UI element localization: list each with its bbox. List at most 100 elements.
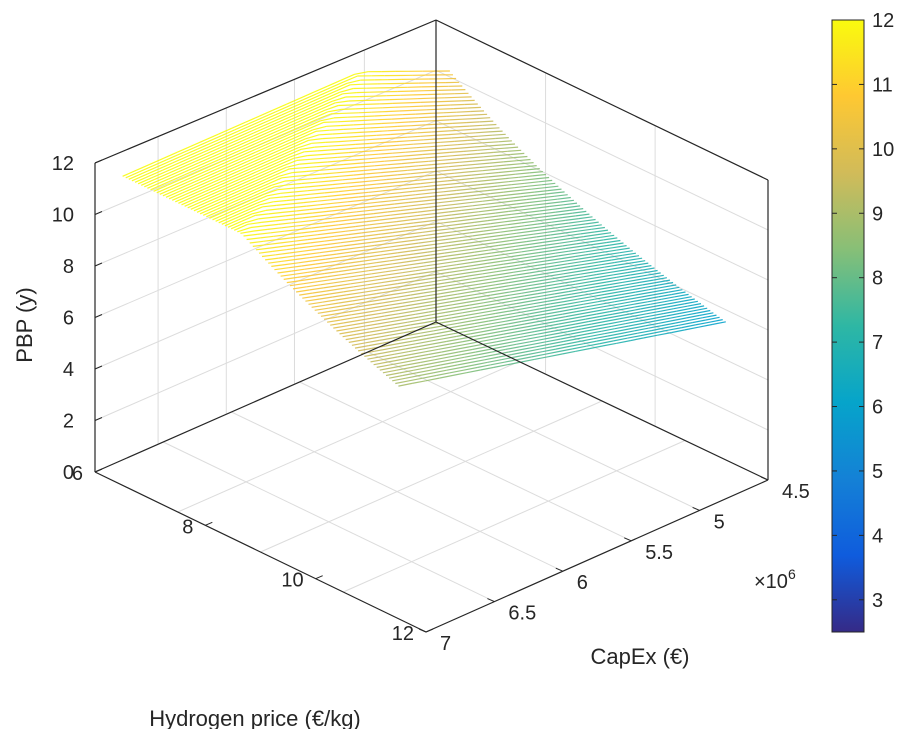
surface-line (246, 166, 261, 174)
surface-line (311, 225, 326, 229)
surface-line (526, 197, 541, 201)
surface-line (423, 332, 438, 337)
surface-line (545, 214, 560, 218)
surface-line (379, 337, 393, 341)
surface-line (634, 327, 649, 332)
surface-line (629, 310, 644, 315)
surface-line (578, 216, 593, 220)
surface-line (419, 149, 434, 152)
surface-line (386, 255, 401, 259)
surface-line (444, 96, 459, 99)
surface-line (296, 289, 310, 293)
surface-line (469, 302, 484, 306)
surface-line (212, 213, 227, 221)
surface-line (397, 205, 412, 208)
surface-line (510, 195, 524, 199)
surface-line (627, 269, 641, 274)
surface-line (291, 220, 306, 224)
surface-line (322, 90, 337, 98)
axes-edge (425, 479, 769, 633)
surface-line (488, 130, 503, 133)
surface-line (579, 243, 594, 248)
z-tick-mark (94, 159, 103, 164)
surface-line (361, 276, 375, 280)
surface-line (263, 162, 278, 170)
surface-line (381, 280, 395, 284)
surface-line (576, 241, 591, 245)
surface-line (583, 234, 598, 238)
surface-line (659, 281, 674, 286)
surface-line (575, 213, 590, 217)
surface-line (345, 306, 359, 310)
surface-line (560, 335, 575, 340)
surface-line (625, 255, 640, 259)
surface-line (310, 192, 325, 195)
surface-line (290, 235, 305, 239)
surface-line (305, 94, 320, 102)
surface-line (428, 351, 442, 356)
surface-line (446, 115, 460, 117)
surface-line (432, 194, 447, 197)
surface-line (325, 224, 339, 227)
surface-line (215, 151, 230, 159)
surface-line (436, 151, 450, 155)
surface-line (428, 127, 442, 129)
surface-line (561, 350, 576, 355)
surface-line (438, 274, 453, 278)
surface-line (431, 311, 446, 316)
surface-line (171, 168, 186, 176)
surface-line (646, 310, 661, 315)
surface-line (330, 112, 345, 115)
surface-line (501, 245, 516, 249)
surface-line (259, 135, 274, 143)
surface-line (476, 117, 491, 120)
surface-line (671, 291, 686, 296)
surface-line (368, 236, 382, 240)
surface-line (214, 163, 229, 171)
surface-line (495, 210, 509, 214)
surface-line (169, 154, 184, 162)
surface-line (280, 120, 295, 128)
surface-line (417, 209, 432, 213)
surface-line (408, 231, 423, 235)
y-axis-exponent: ×106 (754, 566, 796, 593)
surface-line (470, 142, 485, 145)
surface-line (516, 272, 530, 276)
surface-line (122, 169, 137, 177)
surface-line (472, 304, 487, 309)
surface-line (166, 178, 182, 186)
surface-line (454, 288, 468, 292)
surface-line (566, 205, 581, 209)
surface-line (374, 274, 389, 278)
surface-line (488, 346, 503, 351)
surface-lines (122, 70, 726, 387)
surface-line (317, 149, 332, 152)
z-tick-mark (94, 417, 103, 421)
surface-line (481, 212, 496, 216)
surface-line (593, 241, 607, 246)
surface-line (599, 274, 614, 278)
surface-line (339, 174, 354, 177)
surface-line (475, 206, 490, 210)
surface-line (456, 232, 470, 236)
surface-line (439, 155, 454, 158)
x-tick-mark (205, 521, 213, 526)
surface-line (402, 300, 417, 304)
surface-line (408, 348, 423, 353)
surface-line (377, 321, 392, 325)
surface-line (640, 332, 655, 337)
surface-line (630, 337, 645, 342)
surface-line (520, 191, 535, 195)
surface-line (431, 354, 446, 358)
surface-line (420, 213, 435, 216)
surface-line (537, 290, 552, 295)
surface-line (363, 248, 378, 251)
surface-line (526, 336, 541, 340)
surface-line (561, 323, 576, 328)
surface-line (275, 218, 289, 222)
surface-line (381, 156, 396, 159)
surface-line (421, 273, 436, 278)
surface-line (430, 145, 444, 148)
surface-line (247, 221, 262, 225)
surface-line (348, 339, 363, 343)
